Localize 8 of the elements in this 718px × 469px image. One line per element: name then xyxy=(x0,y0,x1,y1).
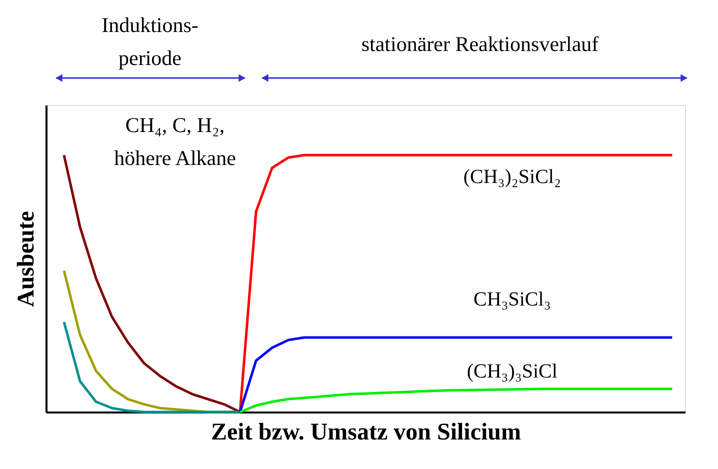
series-label: (CH₃)₃SiCl xyxy=(466,360,558,382)
series-label: CH₃SiCl₃ xyxy=(473,288,551,310)
y-axis-title: Ausbeute xyxy=(14,210,40,308)
text: Induktions- periode xyxy=(102,13,198,70)
series-label: (CH₃)₂SiCl₂ xyxy=(463,166,561,188)
annotation: CH₄, C, H₂, höhere Alkane xyxy=(114,113,236,170)
text: stationärer Reaktionsverlauf xyxy=(361,32,599,56)
x-axis-title: Zeit bzw. Umsatz von Silicium xyxy=(211,420,522,446)
